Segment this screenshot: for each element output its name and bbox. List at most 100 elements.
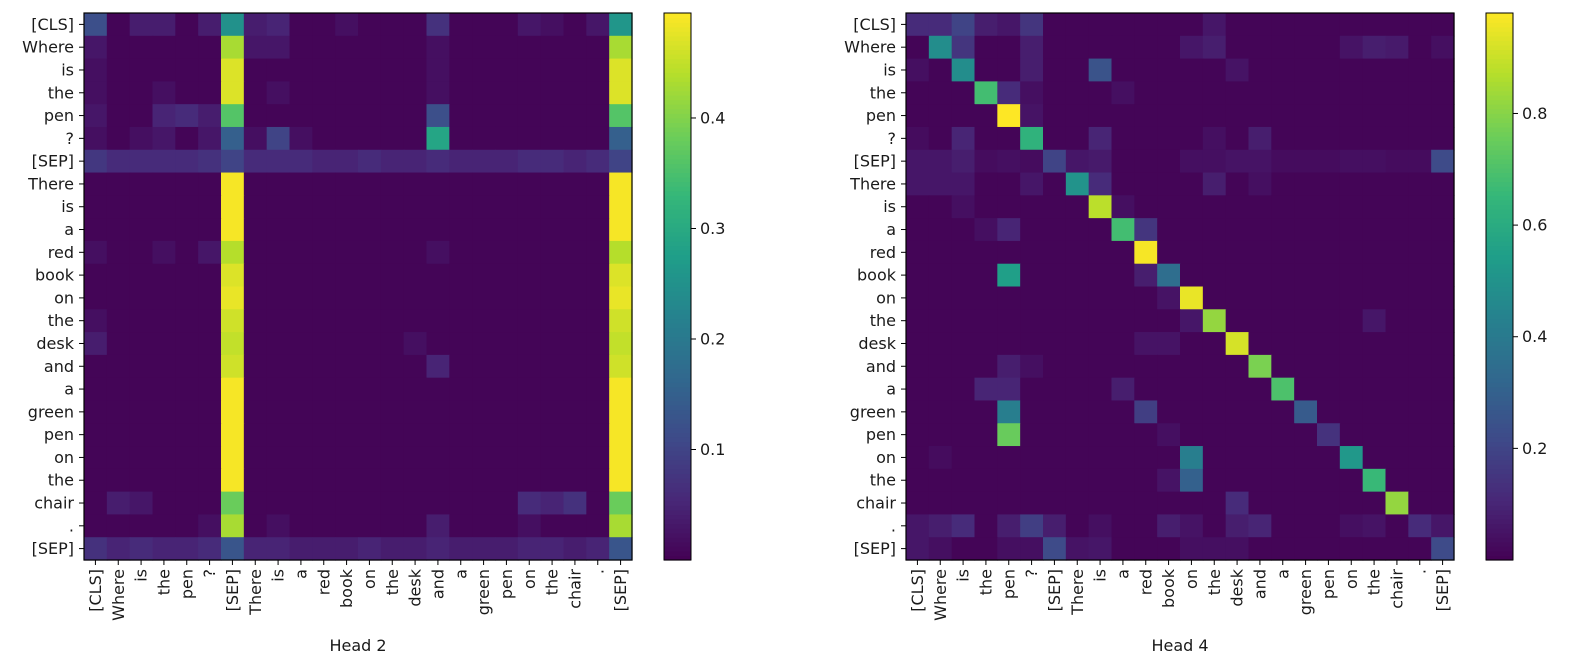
heatmap-cell (152, 537, 176, 561)
heatmap-cell (472, 58, 496, 82)
heatmap-cell (540, 126, 565, 151)
heatmap-cell (1317, 172, 1341, 196)
heatmap-cell (152, 172, 176, 196)
colorbar-gradient-segment (1486, 122, 1513, 128)
x-tick-label: book (1159, 568, 1178, 608)
heatmap-cell (403, 286, 428, 310)
heatmap-cell (928, 240, 953, 265)
colorbar-gradient-segment (664, 528, 691, 534)
heatmap-cell (1294, 309, 1318, 333)
colorbar-gradient-segment (1486, 318, 1513, 324)
x-tick-label: [SEP] (1433, 569, 1452, 611)
heatmap-cell (1317, 81, 1341, 105)
heatmap-cell (951, 263, 976, 288)
heatmap-cell (106, 309, 131, 333)
heatmap-cell (1362, 400, 1387, 424)
heatmap-cell (586, 537, 610, 561)
heatmap-cell (1317, 332, 1341, 356)
heatmap-cell (266, 400, 291, 424)
heatmap-cell (335, 423, 359, 447)
x-tick-label: [SEP] (1045, 569, 1064, 611)
heatmap-cell (426, 172, 450, 196)
heatmap-cell (540, 491, 565, 516)
heatmap-cell (1362, 354, 1387, 379)
heatmap-cell (1248, 332, 1272, 356)
heatmap-cell (1043, 126, 1067, 151)
heatmap-cell (175, 537, 199, 561)
heatmap-cell (974, 332, 998, 356)
heatmap-cell (1248, 377, 1272, 402)
heatmap-cell (243, 309, 268, 333)
heatmap-cell (380, 218, 405, 242)
heatmap-cell (1431, 377, 1455, 402)
colorbar-gradient-segment (664, 423, 691, 429)
heatmap-cell (198, 491, 222, 516)
heatmap-cell (563, 126, 587, 151)
heatmap-cell (974, 377, 998, 402)
heatmap-cell (517, 423, 542, 447)
heatmap-cell (1180, 537, 1204, 561)
y-tick-label: Where (22, 38, 74, 57)
heatmap-cell (266, 491, 291, 516)
heatmap-cell (312, 446, 336, 470)
heatmap-cell (289, 332, 313, 356)
colorbar-gradient-segment (1486, 455, 1513, 461)
heatmap-cell (906, 446, 930, 470)
colorbar-gradient-segment (1486, 17, 1513, 23)
heatmap-cell (335, 309, 359, 333)
heatmap-cell (449, 446, 473, 470)
heatmap-cell (1180, 332, 1204, 356)
heatmap-cell (312, 263, 336, 288)
heatmap-cell (198, 514, 222, 538)
colorbar-gradient-segment (1486, 341, 1513, 347)
heatmap-cell (609, 149, 633, 174)
colorbar-gradient-segment (1486, 227, 1513, 233)
heatmap-cell (1271, 332, 1295, 356)
heatmap-cell (335, 332, 359, 356)
y-tick-label: chair (856, 494, 896, 513)
heatmap-cell (586, 263, 610, 288)
heatmap-cell (1431, 35, 1455, 60)
colorbar-gradient-segment (664, 441, 691, 447)
heatmap-cell (106, 13, 131, 37)
heatmap-cell (1362, 263, 1387, 288)
x-axis-title-head-4: Head 4 (1151, 636, 1208, 655)
heatmap-cell (335, 468, 359, 493)
heatmap-cell (1065, 218, 1090, 242)
heatmap-cell (1134, 263, 1158, 288)
heatmap-cell (1248, 286, 1272, 310)
heatmap-cell (928, 400, 953, 424)
heatmap-cell (426, 240, 450, 265)
x-tick-label: chair (1387, 569, 1406, 609)
x-tick-label: chair (565, 569, 584, 609)
heatmap-cell (563, 537, 587, 561)
heatmap-cell (380, 104, 405, 128)
heatmap-cell (1362, 514, 1387, 538)
heatmap-cell (1157, 126, 1181, 151)
heatmap-cell (563, 172, 587, 196)
heatmap-cell (1339, 195, 1364, 219)
heatmap-cell (472, 218, 496, 242)
colorbar-gradient-segment (1486, 395, 1513, 402)
colorbar-gradient-segment (1486, 300, 1513, 306)
heatmap-cell (129, 35, 154, 60)
heatmap-cell (1134, 172, 1158, 196)
heatmap-cell (198, 13, 222, 37)
heatmap-cell (198, 218, 222, 242)
heatmap-cell (563, 149, 587, 174)
heatmap-cell (609, 423, 633, 447)
heatmap-cell (152, 195, 176, 219)
heatmap-cell (380, 468, 405, 493)
heatmap-cell (517, 13, 542, 37)
heatmap-cell (1111, 491, 1135, 516)
heatmap-cell (266, 195, 291, 219)
heatmap-cell (1431, 172, 1455, 196)
heatmap-cell (1088, 423, 1113, 447)
heatmap-cell (1362, 377, 1387, 402)
heatmap-cell (1088, 286, 1113, 310)
heatmap-cell (609, 35, 633, 60)
heatmap-cell (1065, 195, 1090, 219)
colorbar-gradient-segment (664, 140, 691, 146)
heatmap-cell (1202, 537, 1227, 561)
heatmap-cell (1317, 263, 1341, 288)
